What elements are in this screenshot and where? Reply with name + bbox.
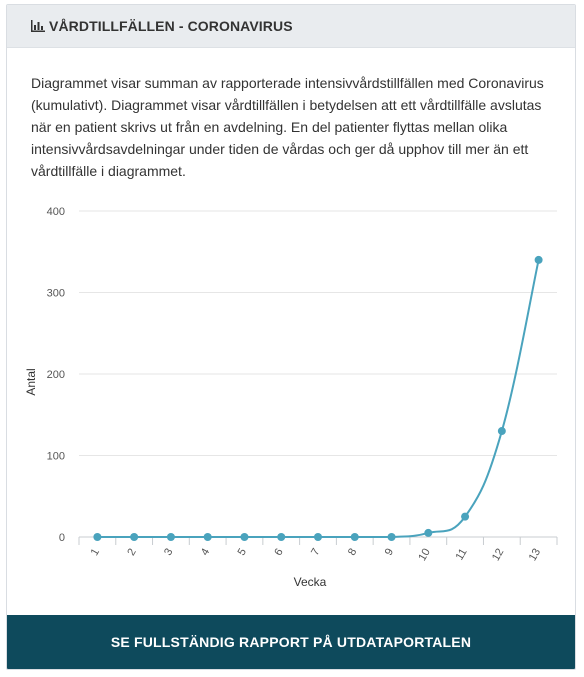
x-tick-label: 10 [416, 547, 433, 564]
x-tick-label: 6 [272, 547, 285, 558]
data-point [350, 533, 359, 541]
data-point [277, 533, 286, 541]
data-point [240, 533, 249, 541]
x-tick-label: 5 [236, 547, 249, 558]
x-tick-label: 2 [125, 547, 138, 558]
data-point [93, 533, 102, 541]
data-point [534, 255, 543, 264]
y-tick-label: 200 [47, 369, 65, 381]
x-tick-label: 11 [454, 547, 470, 563]
y-tick-label: 300 [47, 288, 65, 300]
chart-card: VÅRDTILLFÄLLEN - CORONAVIRUS Diagrammet … [6, 4, 576, 670]
data-point [461, 512, 470, 521]
card-title: VÅRDTILLFÄLLEN - CORONAVIRUS [49, 18, 293, 34]
data-point [314, 533, 322, 541]
data-point [203, 533, 212, 541]
y-tick-label: 0 [59, 532, 65, 544]
x-tick-label: 4 [199, 547, 212, 558]
full-report-button[interactable]: SE FULLSTÄNDIG RAPPORT PÅ UTDATAPORTALEN [7, 615, 575, 669]
data-point [497, 427, 506, 436]
x-tick-label: 9 [383, 547, 396, 558]
x-tick-label: 8 [346, 547, 359, 558]
x-axis-title: Vecka [294, 575, 327, 589]
x-tick-label: 1 [89, 547, 102, 558]
bar-chart-icon [31, 20, 45, 32]
data-point [387, 533, 396, 541]
y-tick-label: 400 [47, 206, 65, 218]
y-axis-title: Antal [24, 368, 38, 395]
x-tick-label: 7 [309, 547, 322, 558]
card-header: VÅRDTILLFÄLLEN - CORONAVIRUS [7, 5, 575, 48]
data-point [130, 533, 139, 541]
data-point [424, 528, 433, 537]
data-point [166, 533, 175, 541]
series-line [97, 259, 540, 538]
x-tick-label: 12 [490, 547, 507, 564]
chart-description: Diagrammet visar summan av rapporterade … [31, 75, 544, 179]
x-tick-label: 13 [527, 547, 544, 564]
line-chart: 0 100 200 300 400 1 2 3 4 5 6 7 8 9 10 11 12 13 Antal Vecka [7, 195, 575, 595]
y-tick-label: 100 [47, 451, 65, 463]
x-tick-label: 3 [162, 547, 175, 558]
